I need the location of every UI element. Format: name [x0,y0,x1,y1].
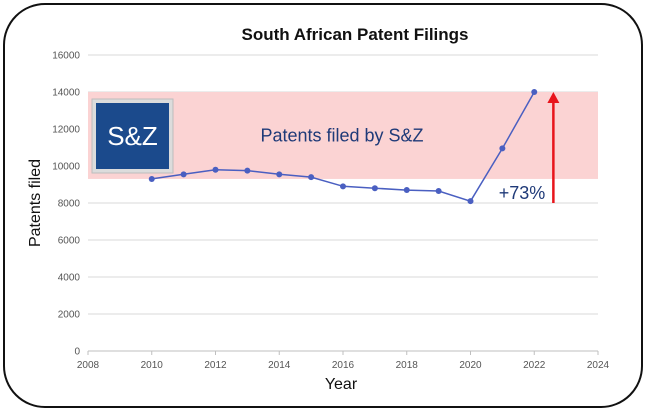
x-tick-label: 2018 [396,360,419,371]
data-point [499,145,506,152]
data-point [403,187,410,194]
x-tick-label: 2014 [268,360,291,371]
x-tick-label: 2016 [332,360,355,371]
x-tick-label: 2008 [77,360,100,371]
x-tick-label: 2022 [523,360,546,371]
y-tick-label: 16000 [52,51,80,62]
y-tick-label: 14000 [52,88,80,99]
x-axis-title: Year [325,376,358,393]
logo-background [96,103,169,169]
data-point [212,166,219,173]
x-axis-ticks: 2008 2010 2012 2014 2016 2018 2020 2022 2024 [77,351,610,371]
data-point [244,167,251,174]
data-point [148,175,155,182]
x-tick-label: 2012 [204,360,227,371]
y-tick-label: 2000 [58,310,81,321]
y-tick-label: 0 [74,347,80,358]
data-point [180,171,187,178]
data-point [435,187,442,194]
band-label: Patents filed by S&Z [260,125,423,145]
chart-title: South African Patent Filings [242,25,469,44]
growth-arrow [547,92,560,203]
data-points [148,89,538,205]
data-point [276,171,283,178]
y-tick-label: 4000 [58,273,81,284]
x-tick-label: 2010 [141,360,164,371]
data-point [371,185,378,192]
data-point [531,89,538,95]
chart-frame [3,3,643,408]
y-tick-label: 8000 [58,199,81,210]
data-point [308,174,315,181]
sz-logo: S&Z [91,98,174,174]
y-tick-label: 10000 [52,162,80,173]
arrow-head [547,92,560,103]
y-tick-label: 6000 [58,236,81,247]
y-tick-label: 12000 [52,125,80,136]
growth-label: +73% [499,183,546,203]
x-tick-label: 2020 [459,360,482,371]
data-point [467,198,474,205]
x-tick-label: 2024 [587,360,610,371]
logo-text: S&Z [107,121,158,151]
y-axis-title: Patents filed [27,159,44,247]
y-axis-ticks: 0 2000 4000 6000 8000 10000 12000 14000 16000 [52,51,80,358]
data-point [340,183,346,190]
